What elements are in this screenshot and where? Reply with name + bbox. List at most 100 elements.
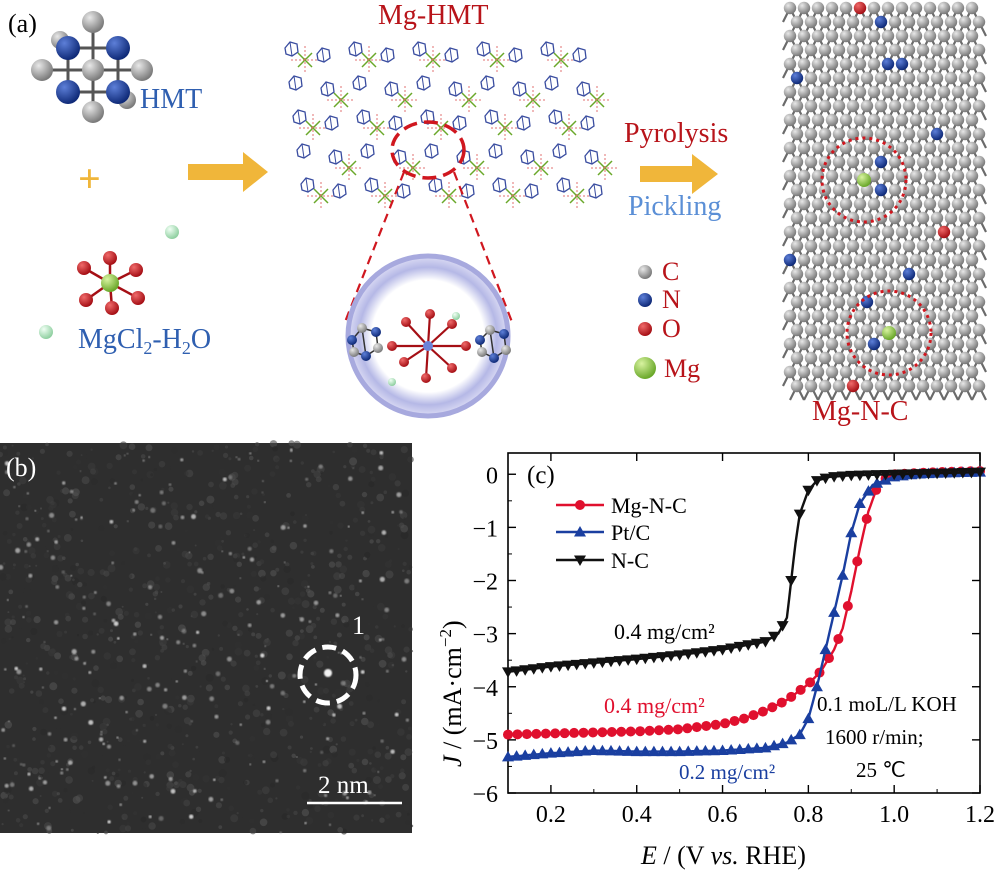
- single-atom-dot: [4, 668, 7, 671]
- data-point: [939, 468, 952, 479]
- mgcl2-h2o-label: MgCl2-H2O: [78, 324, 211, 358]
- single-atom-dot: [290, 448, 293, 451]
- lattice-atom-icon: [797, 309, 811, 323]
- hmt-unit-icon: [484, 109, 499, 125]
- single-atom-dot: [196, 630, 200, 635]
- lattice-atom-icon: [951, 365, 965, 379]
- single-atom-dot: [239, 577, 242, 579]
- single-atom-dot: [214, 714, 219, 719]
- single-atom-dot: [362, 711, 366, 715]
- data-point: [879, 469, 892, 481]
- legend-o-label: O: [662, 314, 681, 343]
- lattice-atom-icon: [958, 155, 972, 169]
- lattice-atom-icon: [804, 183, 818, 197]
- single-atom-dot: [399, 510, 403, 514]
- lattice-atom-icon: [965, 113, 979, 127]
- lattice-atom-icon: [804, 99, 818, 113]
- data-point: [716, 645, 729, 656]
- lattice-atom-icon: [937, 85, 951, 99]
- lattice-atom-icon: [902, 267, 916, 281]
- single-atom-dot: [18, 505, 21, 508]
- single-atom-dot: [1, 728, 6, 732]
- lattice-atom-icon: [909, 309, 923, 323]
- single-atom-dot: [4, 783, 9, 788]
- data-point: [569, 727, 580, 738]
- lattice-atom-icon: [930, 267, 944, 281]
- single-atom-dot: [135, 729, 138, 732]
- single-atom-dot: [189, 814, 194, 819]
- lattice-atom-icon: [888, 183, 902, 197]
- data-point: [682, 745, 695, 756]
- lattice-atom-icon: [951, 225, 965, 239]
- legend-c-label: C: [662, 257, 679, 286]
- lattice-atom-icon: [846, 379, 860, 393]
- single-atom-dot: [73, 708, 76, 711]
- mg-center-icon: [499, 182, 527, 210]
- lattice-atom-icon: [818, 379, 832, 393]
- lattice-atom-icon: [909, 141, 923, 155]
- single-atom-dot: [328, 823, 332, 826]
- hmt-unit-icon: [388, 115, 403, 131]
- lattice-atom-icon: [797, 225, 811, 239]
- lattice-atom-icon: [874, 351, 888, 365]
- lattice-atom-icon: [874, 155, 888, 169]
- single-atom-dot: [119, 695, 124, 701]
- lattice-atom-icon: [818, 351, 832, 365]
- lattice-atom-icon: [944, 183, 958, 197]
- data-point: [862, 470, 875, 481]
- lattice-atom-icon: [972, 15, 986, 29]
- hmt-unit-icon: [576, 81, 591, 97]
- lattice-atom-icon: [825, 197, 839, 211]
- single-atom-marker-circle: [297, 644, 359, 706]
- data-point: [691, 722, 702, 733]
- hmt-unit-icon: [476, 41, 491, 57]
- lattice-atom-icon: [783, 85, 797, 99]
- lattice-atom-icon: [923, 197, 937, 211]
- lattice-atom-icon: [972, 155, 986, 169]
- data-point: [785, 576, 798, 587]
- data-point: [690, 745, 703, 756]
- data-point: [786, 691, 797, 702]
- data-point: [776, 621, 789, 632]
- single-atom-dot: [142, 664, 147, 669]
- data-point: [739, 713, 749, 724]
- data-point: [639, 653, 652, 665]
- lattice-atom-icon: [832, 351, 846, 365]
- condition-temperature: 25 ℃: [856, 758, 906, 782]
- lattice-atom-icon: [797, 113, 811, 127]
- single-atom-dot: [237, 457, 241, 461]
- data-point: [596, 744, 609, 756]
- lattice-atom-icon: [881, 337, 895, 351]
- single-atom-dot: [379, 451, 384, 455]
- lattice-atom-icon: [860, 71, 874, 85]
- lattice-atom-icon: [944, 379, 958, 393]
- lattice-atom-icon: [916, 295, 930, 309]
- lattice-atom-icon: [867, 309, 881, 323]
- single-atom-dot: [180, 458, 184, 462]
- lattice-atom-icon: [895, 337, 909, 351]
- data-point: [570, 659, 583, 671]
- data-point: [527, 664, 540, 675]
- mg-center-icon: [527, 154, 555, 182]
- lattice-atom-icon: [951, 169, 965, 183]
- lattice-atom-icon: [930, 211, 944, 225]
- lattice-atom-icon: [804, 43, 818, 57]
- hmt-unit-icon: [444, 47, 459, 63]
- lattice-atom-icon: [867, 225, 881, 239]
- lattice-atom-icon: [853, 1, 867, 15]
- single-atom-dot: [61, 570, 65, 574]
- hmt-unit-icon: [292, 109, 307, 125]
- y-axis-label: J / (mA·cm−2): [436, 620, 467, 767]
- data-point: [852, 556, 863, 567]
- lattice-atom-icon: [923, 169, 937, 183]
- data-point: [913, 469, 926, 480]
- lattice-atom-icon: [860, 15, 874, 29]
- panel-a-label: (a): [8, 9, 37, 38]
- single-atom-dot: [35, 537, 40, 542]
- hmt-unit-icon: [360, 143, 375, 159]
- lattice-atom-icon: [895, 253, 909, 267]
- lattice-atom-icon: [783, 281, 797, 295]
- hmt-unit-icon: [416, 75, 431, 91]
- y-tick-label: −1: [472, 516, 498, 542]
- data-point: [699, 744, 712, 756]
